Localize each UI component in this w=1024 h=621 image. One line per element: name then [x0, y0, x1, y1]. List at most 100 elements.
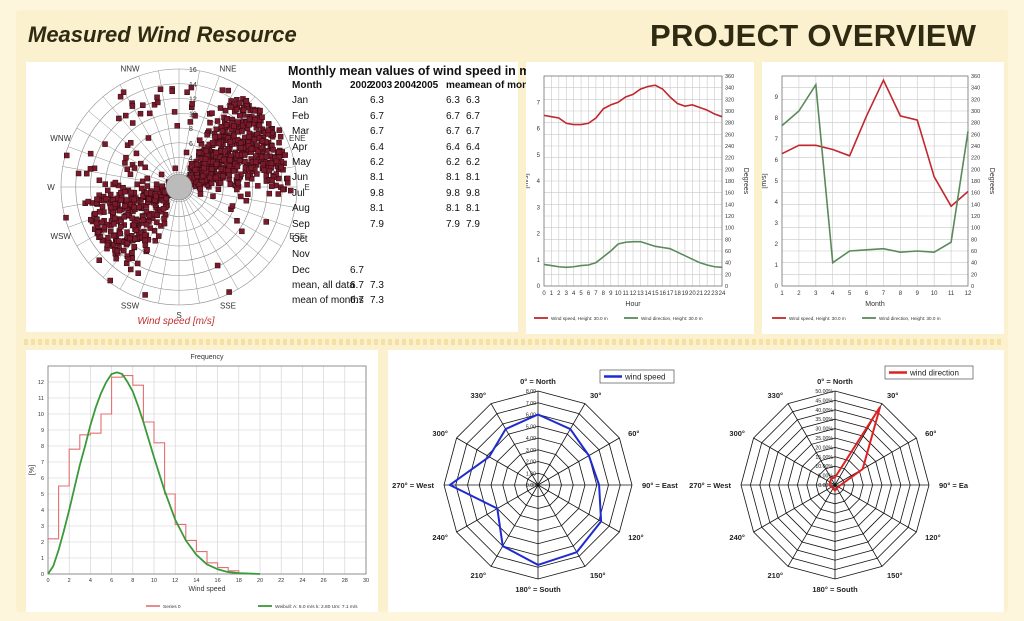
legend-label: wind speed: [624, 373, 665, 382]
rose-marker: [230, 168, 237, 174]
table-row: Aug 8.1 8.1 8.1: [288, 201, 518, 216]
rose-marker: [113, 255, 119, 262]
polar-spoke: [787, 484, 836, 567]
rose-marker: [118, 224, 124, 230]
table-header-row: Month 2002 2003 2004 2005 mean mean of months: [288, 78, 543, 93]
rose-marker: [231, 101, 237, 108]
table-cell: Jun: [292, 172, 309, 184]
rose-marker: [144, 175, 150, 182]
x-tick-label: 1: [780, 291, 784, 297]
polar-ring-label: 6.00: [526, 413, 536, 419]
rose-marker: [169, 88, 175, 95]
frequency-panel: Frequency 0 2 4 6 8 10 12 14 16 18 20 22 24 26 28 30 0 1 2 3…: [26, 350, 378, 612]
rose-marker: [107, 204, 114, 211]
table-cell: Jul: [292, 187, 305, 199]
rose-marker: [85, 198, 91, 205]
y-tick-label: 6: [775, 158, 779, 164]
table-cell: 7.9: [446, 218, 460, 230]
rose-marker: [95, 229, 102, 236]
rose-marker: [142, 237, 148, 244]
rose-marker: [259, 114, 265, 120]
rose-marker: [88, 216, 94, 223]
polar-spoke: [456, 437, 539, 486]
x-tick-label: 6: [110, 578, 113, 584]
x-tick-label: 23: [711, 291, 718, 297]
rose-marker: [118, 217, 124, 224]
x-tick-label: 13: [637, 291, 644, 297]
chart-title: Frequency: [190, 354, 224, 361]
rose-ring-label: 14: [189, 82, 197, 89]
x-tick-label: 14: [193, 578, 199, 584]
table-row: Dec 6.7: [288, 263, 518, 278]
table-header-cell: Month: [292, 80, 322, 91]
rose-marker: [111, 232, 117, 239]
y2-tick-label: 120: [971, 214, 980, 220]
y2-tick-label: 40: [971, 261, 977, 267]
rose-marker: [263, 153, 270, 160]
y2-tick-label: 280: [971, 121, 980, 127]
x-tick-label: 0: [542, 291, 546, 297]
rose-marker: [105, 234, 111, 241]
rose-marker: [117, 230, 123, 237]
y2-tick-label: 160: [725, 191, 734, 197]
rose-marker: [134, 181, 140, 188]
polar-angle-label: 300°: [432, 429, 448, 438]
y2-tick-label: 260: [725, 132, 734, 138]
rose-direction-label: S: [176, 311, 181, 320]
rose-marker: [145, 135, 152, 141]
table-cell: 9.8: [466, 187, 480, 199]
rose-marker: [248, 175, 255, 182]
rose-marker: [87, 150, 94, 157]
x-tick-label: 12: [965, 291, 972, 297]
table-cell: 6.4: [370, 141, 384, 153]
x-tick-label: 4: [831, 291, 835, 297]
polar-ring-label: 8.00: [526, 389, 536, 395]
y-tick-label: 7: [537, 100, 541, 106]
table-row: Apr 6.4 6.4 6.4: [288, 140, 518, 155]
y-tick-label: 6: [537, 127, 541, 133]
rose-marker: [140, 193, 146, 199]
rose-direction-label: WNW: [50, 134, 71, 143]
wind-rose-panel: N NNE ENE E ESE SSE S SSW WSW W WNW NNW 2 4 6 8 10 12 14 16…: [26, 55, 518, 332]
rose-spoke: [178, 186, 282, 247]
rose-ring-label: 4: [189, 156, 193, 163]
rose-marker: [142, 242, 149, 248]
table-cell: mean of months: [292, 295, 364, 307]
x-tick-label: 10: [151, 578, 157, 584]
plot-frame: [781, 75, 969, 287]
rose-marker: [224, 116, 230, 122]
polar-grid: [443, 390, 633, 580]
x-tick-label: 19: [682, 291, 689, 297]
y-tick-label: 1: [775, 263, 779, 269]
y-axis-label: [m/s]: [762, 173, 768, 188]
y2-tick-label: 40: [725, 261, 731, 267]
rose-marker: [142, 164, 148, 171]
polar-angle-label: 180° = South: [812, 585, 858, 594]
x-tick-label: 11: [948, 291, 955, 297]
rose-ring-label: 2: [189, 170, 193, 177]
rose-marker: [263, 172, 270, 179]
rose-marker: [209, 140, 216, 146]
y-tick-label: 2: [537, 232, 541, 238]
rose-marker: [238, 193, 244, 200]
y-axis-label: [m/s]: [526, 173, 530, 188]
rose-marker: [229, 203, 236, 209]
x-tick-label: 2: [797, 291, 801, 297]
polar-spoke: [834, 484, 883, 567]
rose-marker: [143, 221, 150, 228]
x-tick-label: 8: [602, 291, 606, 297]
rose-marker: [172, 165, 179, 172]
rose-marker: [102, 141, 108, 147]
x-tick-label: 28: [342, 578, 348, 584]
x-tick-label: 0: [46, 578, 49, 584]
rose-marker: [161, 220, 168, 227]
chart-grid: [781, 75, 969, 287]
rose-marker: [257, 107, 263, 114]
x-tick-label: 7: [882, 291, 886, 297]
rose-marker: [142, 292, 148, 298]
rose-marker: [96, 257, 103, 263]
rose-marker: [104, 242, 111, 249]
rose-marker: [233, 106, 240, 113]
y-tick-label: 4: [41, 508, 44, 514]
rose-marker: [221, 156, 227, 163]
